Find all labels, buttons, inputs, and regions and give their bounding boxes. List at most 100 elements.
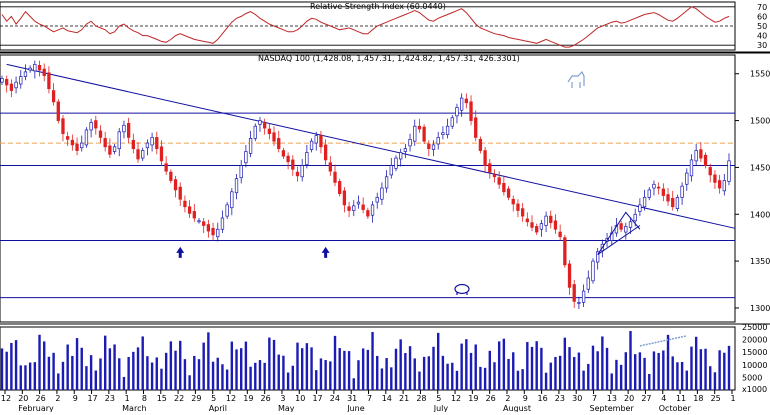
candle-body — [319, 135, 323, 148]
candle-body — [178, 186, 182, 200]
volume-bar — [155, 357, 158, 390]
x-day-label: 14 — [382, 394, 392, 403]
triangle-pattern — [597, 225, 641, 255]
volume-bar — [333, 335, 337, 390]
candle-body — [539, 223, 544, 230]
candle-body — [680, 185, 684, 198]
volume-bar — [699, 349, 703, 390]
volume-bar — [343, 350, 346, 390]
price-title: NASDAQ 100 (1,428.08, 1,457.31, 1,424.82… — [258, 54, 520, 63]
volume-bar — [202, 342, 205, 390]
volume-bar — [361, 348, 365, 390]
candle-body — [291, 159, 295, 170]
x-day-label: 19 — [243, 394, 253, 403]
volume-bar — [497, 341, 501, 390]
x-day-label: 26 — [261, 394, 271, 403]
volume-bar — [451, 362, 454, 390]
volume-bar — [690, 346, 693, 390]
x-day-label: 16 — [538, 394, 548, 403]
volume-bar — [272, 339, 276, 390]
candle-body — [206, 224, 211, 232]
candle-body — [89, 122, 93, 131]
x-day-label: 12 — [1, 394, 11, 403]
candle-body — [141, 150, 145, 159]
candle-body — [370, 204, 375, 216]
candle-body — [155, 137, 159, 150]
bull-icon-shape — [567, 70, 585, 88]
volume-bar — [47, 356, 51, 390]
bear-icon-shape — [454, 283, 470, 295]
x-day-label: 28 — [416, 394, 426, 403]
volume-tick-label: x1000 — [742, 385, 767, 394]
candle-body — [28, 67, 32, 71]
volume-bar — [479, 366, 482, 390]
x-day-label: 12 — [451, 394, 461, 403]
volume-bar — [535, 341, 538, 390]
candle-body — [314, 135, 318, 144]
volume-bar — [422, 356, 426, 390]
x-day-label: 2 — [55, 394, 60, 403]
rsi-tick-label: 30 — [757, 41, 767, 50]
volume-bar — [296, 342, 299, 390]
volume-bar — [66, 344, 69, 390]
candle-body — [216, 228, 220, 238]
candle-body — [197, 220, 201, 223]
candle-body — [671, 197, 675, 208]
x-day-label: 15 — [157, 394, 167, 403]
candle-body — [356, 201, 361, 205]
candle-body — [722, 180, 726, 192]
candle-body — [80, 142, 84, 149]
candle-body — [553, 220, 558, 230]
candle-body — [66, 136, 70, 140]
volume-bar — [587, 363, 590, 390]
volume-bar — [61, 361, 65, 390]
candle-body — [586, 277, 590, 290]
volume-bar — [319, 358, 323, 390]
volume-bar — [19, 365, 22, 390]
candle-body — [511, 198, 515, 205]
volume-bar — [713, 372, 717, 390]
candle-body — [352, 205, 356, 211]
volume-bar — [338, 348, 341, 390]
candle-body — [286, 155, 290, 163]
volume-bar — [723, 352, 726, 390]
volume-bar — [488, 350, 491, 390]
x-day-label: 26 — [36, 394, 46, 403]
volume-bar — [521, 369, 524, 390]
candle-body — [56, 101, 60, 121]
volume-bar — [507, 358, 510, 390]
volume-bar — [0, 348, 4, 390]
panel-border-1 — [0, 54, 736, 323]
volume-bar — [268, 337, 271, 390]
candle-body — [323, 144, 328, 161]
candle-body — [628, 221, 633, 228]
candle-body — [145, 142, 150, 149]
x-day-label: 18 — [693, 394, 703, 403]
rsi-tick-label: 40 — [757, 32, 767, 41]
volume-bar — [57, 373, 60, 390]
candle-body — [581, 290, 586, 303]
volume-bar — [352, 378, 355, 390]
volume-bar — [380, 368, 384, 390]
volume-bar — [704, 348, 707, 390]
candle-body — [328, 162, 332, 172]
volume-bar — [249, 366, 252, 390]
candle-body — [225, 204, 229, 217]
volume-bar — [103, 335, 107, 390]
volume-bar — [371, 331, 374, 390]
candle-body — [656, 186, 661, 189]
volume-bar — [52, 352, 55, 390]
candle-body — [492, 174, 497, 178]
volume-bar — [577, 352, 581, 390]
candle-body — [131, 139, 135, 150]
candle-body — [441, 132, 445, 135]
price-layer: 1550 1500 1450 1400 1350 1300 — [0, 60, 770, 313]
volume-bar — [399, 339, 402, 390]
candle-body — [220, 217, 225, 230]
volume-bar — [671, 356, 674, 390]
volume-tick-label: 10000 — [742, 361, 767, 370]
x-day-label: 1 — [730, 394, 735, 403]
rsi-title: Relative Strength Index (60.0440) — [310, 2, 446, 11]
x-day-label: 20 — [624, 394, 634, 403]
candle-body — [258, 120, 262, 125]
